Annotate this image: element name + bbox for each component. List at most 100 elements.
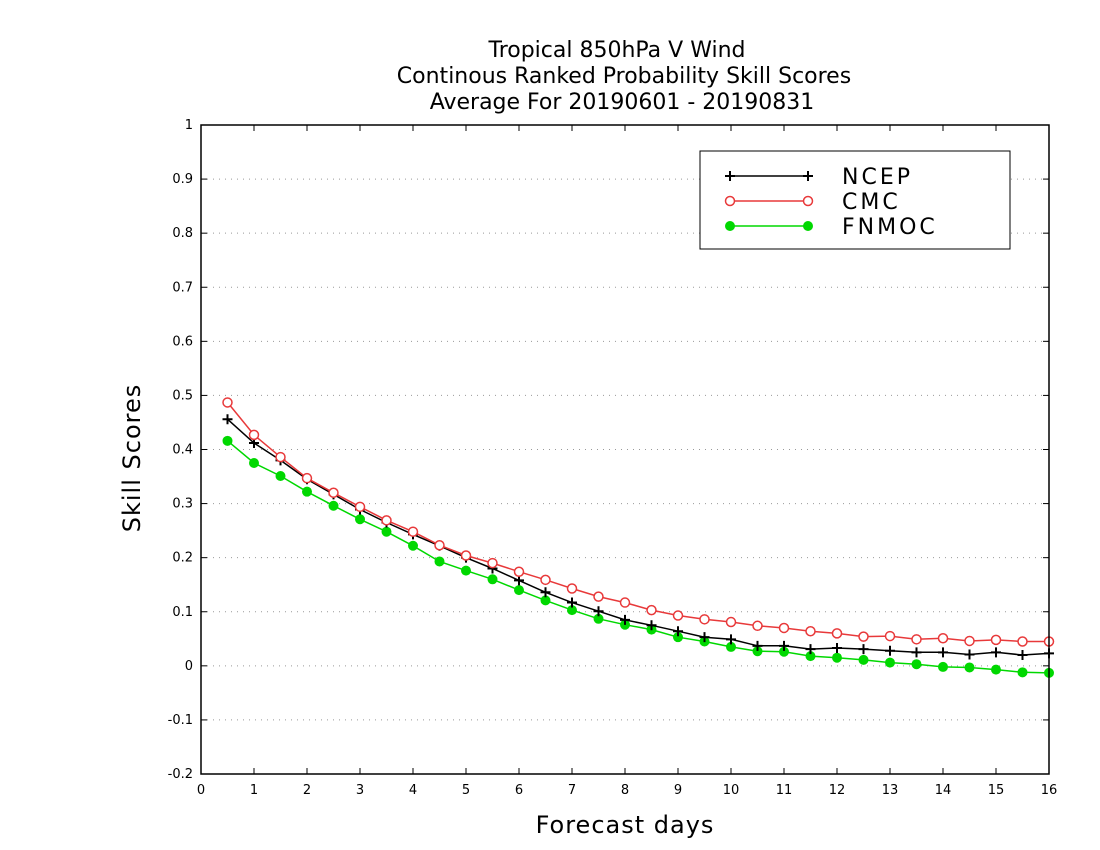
series-line	[226, 418, 1050, 656]
series-line	[227, 440, 1050, 674]
x-tick-label: 1	[250, 783, 258, 798]
data-point	[699, 614, 710, 625]
data-point	[567, 597, 577, 608]
data-point	[911, 659, 922, 670]
data-point	[487, 574, 498, 585]
data-point	[802, 195, 814, 207]
y-tick-label: 0.1	[172, 605, 193, 620]
data-point	[567, 605, 577, 616]
data-point	[964, 635, 975, 647]
data-point	[858, 631, 869, 642]
data-point	[301, 472, 313, 484]
series-cmc	[222, 397, 1055, 647]
data-point	[938, 661, 948, 672]
y-tick-label: 0.6	[172, 334, 193, 349]
legend-label: FNMOC	[842, 215, 938, 240]
x-tick-label: 14	[935, 783, 952, 798]
data-point	[275, 471, 286, 482]
data-point	[248, 429, 260, 441]
data-point	[302, 486, 312, 497]
data-point	[407, 526, 419, 537]
data-point	[699, 632, 710, 643]
x-axis-title: Forecast days	[536, 811, 715, 839]
data-point	[540, 595, 551, 606]
data-point	[513, 566, 525, 577]
data-point	[381, 515, 392, 526]
data-point	[354, 501, 366, 513]
data-point	[991, 664, 1001, 675]
series-ncep	[222, 414, 1054, 661]
data-point	[778, 622, 790, 634]
legend-box	[699, 150, 1011, 250]
y-axis: -0.2 -0.1 0 0.1 0.2 0.3 0.4 0.5 0.6 0.7 0.8 0.9 1	[168, 118, 1049, 782]
y-tick-label: 0.2	[172, 551, 193, 566]
data-point	[434, 539, 445, 551]
y-tick-label: 1	[185, 118, 193, 133]
data-point	[673, 626, 683, 637]
x-tick-label: 15	[988, 783, 1005, 798]
y-tick-label: 0.9	[172, 172, 193, 187]
y-axis-title: Skill Scores	[118, 384, 146, 533]
legend-label: CMC	[842, 190, 901, 215]
data-point	[1017, 667, 1028, 678]
data-point	[328, 500, 339, 511]
y-tick-label: 0.3	[172, 497, 193, 512]
y-tick-label: 0	[185, 659, 193, 674]
data-point	[434, 556, 445, 567]
data-point	[222, 397, 233, 408]
data-point	[884, 630, 896, 642]
y-tick-label: -0.1	[168, 713, 193, 728]
x-tick-label: 6	[515, 783, 523, 798]
data-point	[381, 526, 392, 537]
data-point	[725, 616, 737, 628]
data-point	[805, 644, 816, 655]
data-point	[752, 620, 763, 632]
x-tick-label: 9	[674, 783, 682, 798]
data-point	[646, 620, 657, 631]
data-point	[885, 645, 895, 656]
series-layer	[222, 397, 1055, 678]
data-point	[514, 575, 524, 586]
title-line-3: Average For 20190601 - 20190831	[430, 90, 815, 115]
data-point	[911, 634, 922, 645]
y-tick-label: 0.8	[172, 226, 193, 241]
data-point	[858, 644, 869, 655]
x-tick-label: 16	[1041, 783, 1058, 798]
y-tick-label: 0.7	[172, 280, 193, 295]
series-line	[226, 401, 1049, 643]
data-point	[222, 414, 233, 425]
data-point	[672, 610, 684, 621]
data-point	[222, 435, 233, 446]
x-tick-label: 4	[409, 783, 417, 798]
data-point	[805, 625, 816, 637]
data-point	[779, 640, 789, 651]
data-point	[514, 585, 524, 596]
data-point	[752, 646, 763, 657]
x-tick-label: 0	[197, 783, 205, 798]
data-point	[937, 633, 949, 644]
data-point	[964, 649, 975, 660]
x-tick-label: 10	[723, 783, 740, 798]
data-point	[752, 640, 763, 651]
data-point	[1017, 636, 1028, 647]
series-fnmoc	[222, 435, 1054, 678]
x-tick-label: 7	[568, 783, 576, 798]
data-point	[885, 657, 895, 668]
x-tick-label: 2	[303, 783, 311, 798]
x-tick-label: 12	[829, 783, 846, 798]
title-line-1: Tropical 850hPa V Wind	[487, 38, 745, 63]
data-point	[832, 652, 842, 663]
data-point	[593, 613, 604, 624]
data-point	[328, 487, 339, 499]
chart-title: Tropical 850hPa V Wind Continous Ranked …	[397, 38, 851, 115]
data-point	[803, 171, 813, 181]
data-point	[593, 606, 604, 617]
data-point	[779, 646, 789, 657]
x-tick-label: 8	[621, 783, 629, 798]
data-point	[803, 221, 813, 231]
data-point	[724, 195, 736, 207]
y-tick-label: -0.2	[168, 767, 193, 782]
data-point	[725, 171, 735, 181]
data-point	[593, 591, 604, 602]
